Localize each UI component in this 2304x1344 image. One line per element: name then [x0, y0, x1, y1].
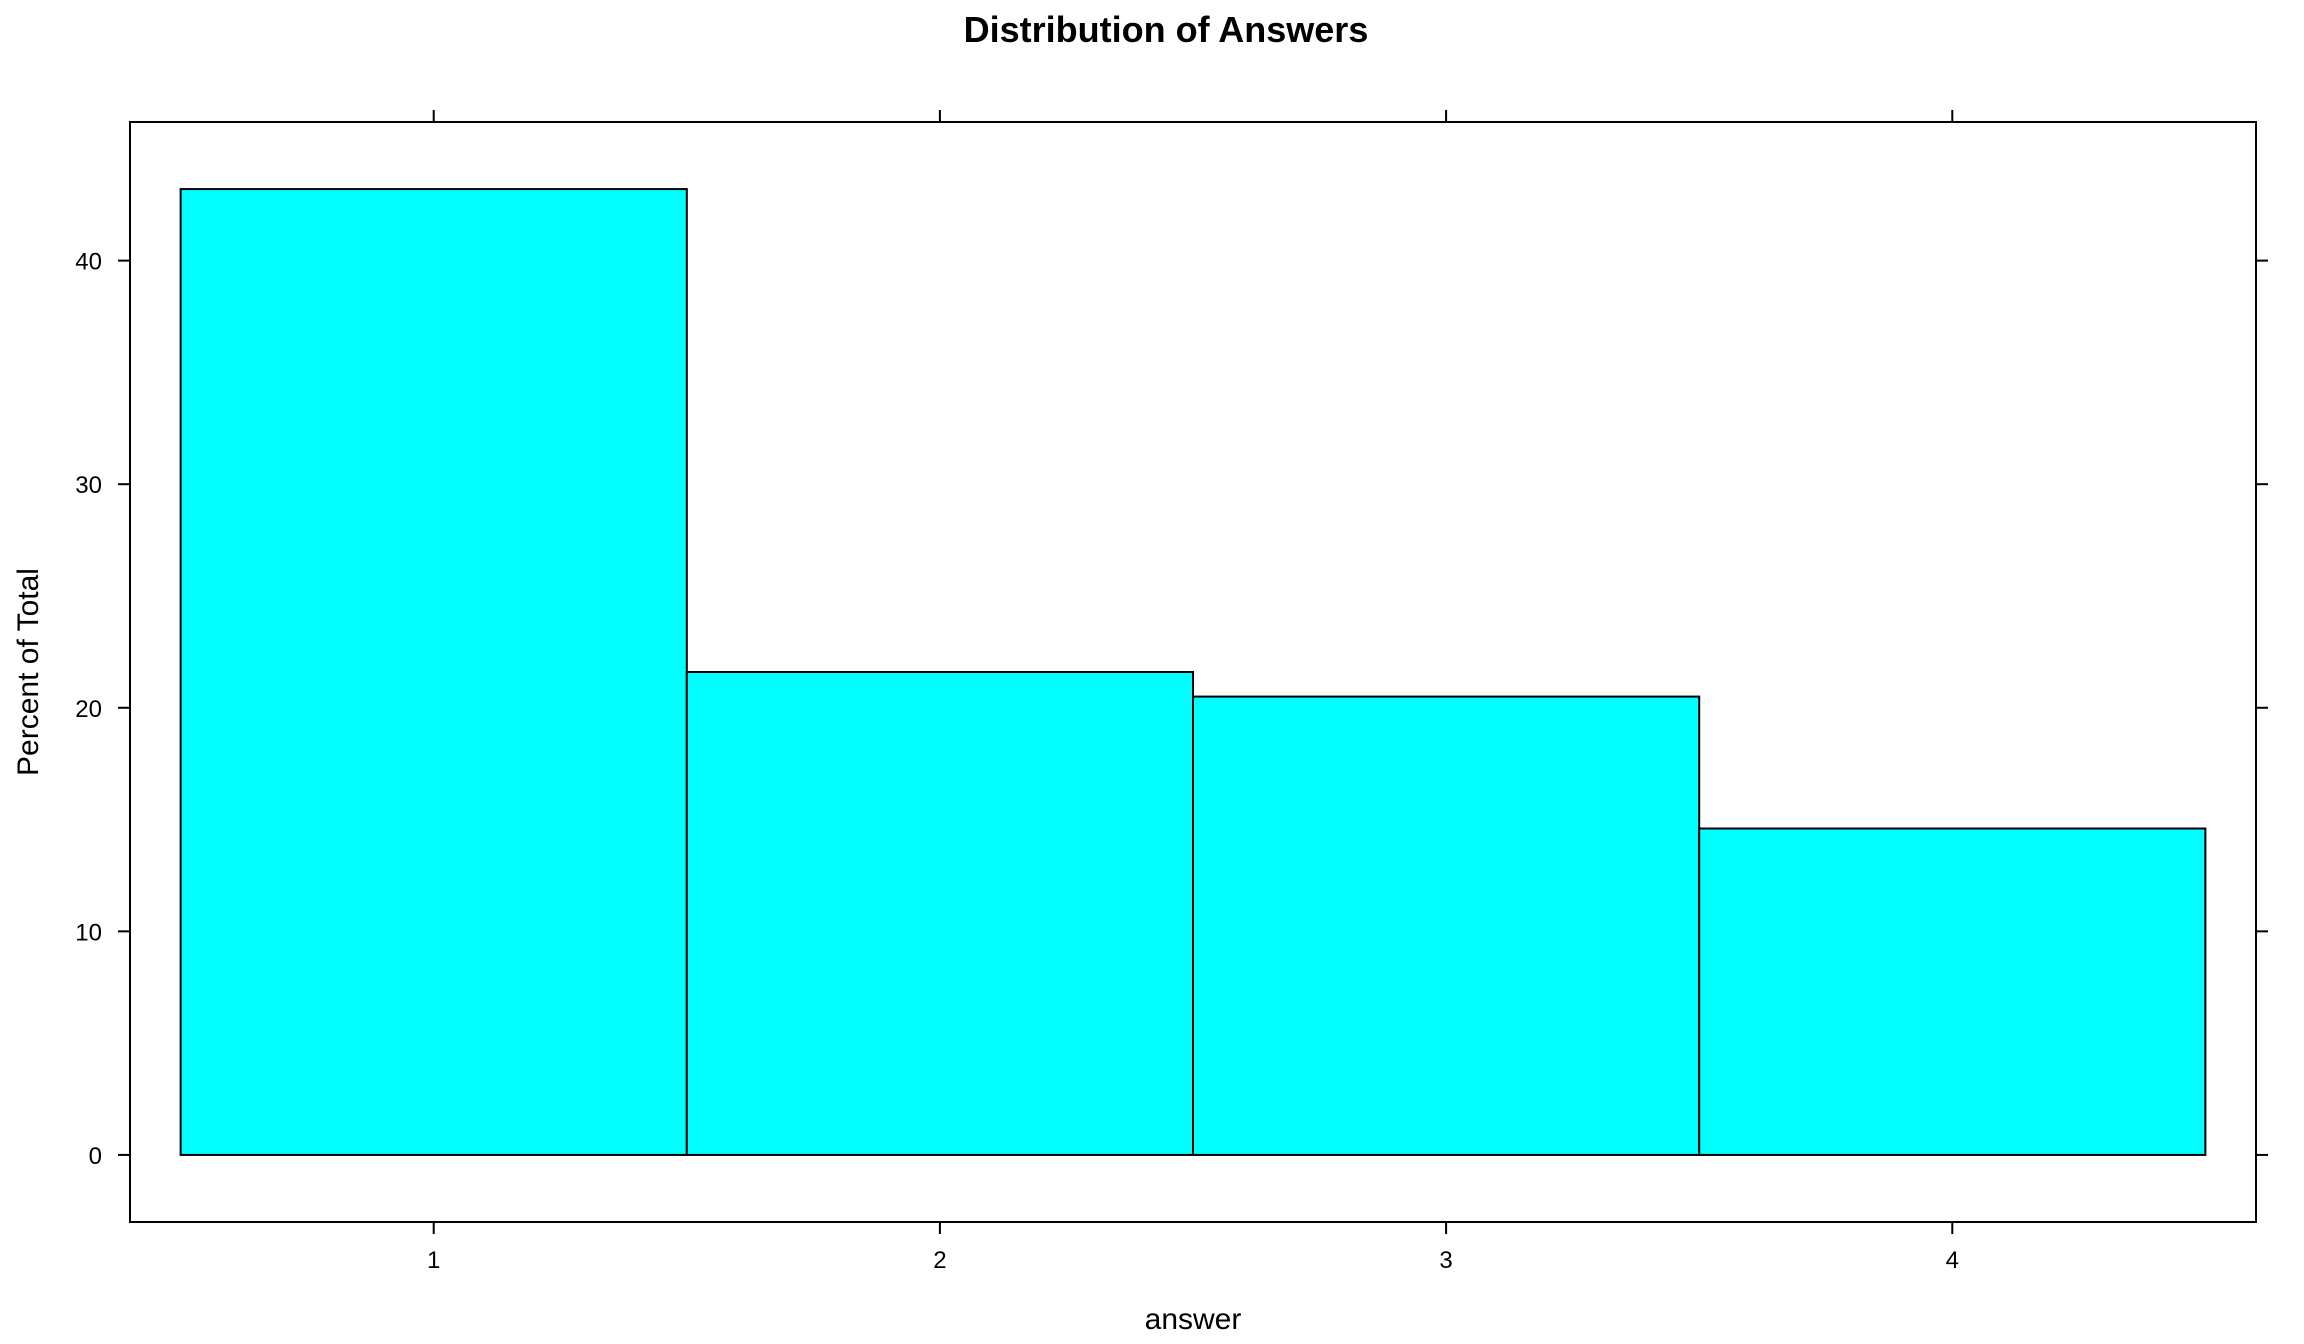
- x-tick-label: 3: [1439, 1247, 1452, 1274]
- y-tick-label: 30: [75, 472, 102, 499]
- y-axis: 0 10 20 30 40: [75, 249, 2268, 1170]
- y-tick-label: 0: [89, 1143, 102, 1170]
- bar-4: [1698, 827, 2207, 1156]
- chart-title: Distribution of Answers: [964, 9, 1369, 50]
- plot-frame: [129, 121, 2257, 1223]
- x-tick-label: 1: [427, 1247, 440, 1274]
- bars-group: [179, 188, 2207, 1156]
- x-tick-label: 4: [1946, 1247, 1959, 1274]
- x-tick-label: 2: [933, 1247, 946, 1274]
- x-axis-label: answer: [1145, 1303, 1242, 1336]
- y-tick-label: 10: [75, 919, 102, 946]
- bar-3: [1192, 695, 1701, 1156]
- y-tick-label: 20: [75, 696, 102, 723]
- y-tick-label: 40: [75, 249, 102, 276]
- x-axis: 1 2 3 4: [427, 110, 1959, 1274]
- y-axis-label: Percent of Total: [12, 568, 45, 776]
- bar-1: [179, 188, 688, 1156]
- bar-2: [685, 671, 1194, 1156]
